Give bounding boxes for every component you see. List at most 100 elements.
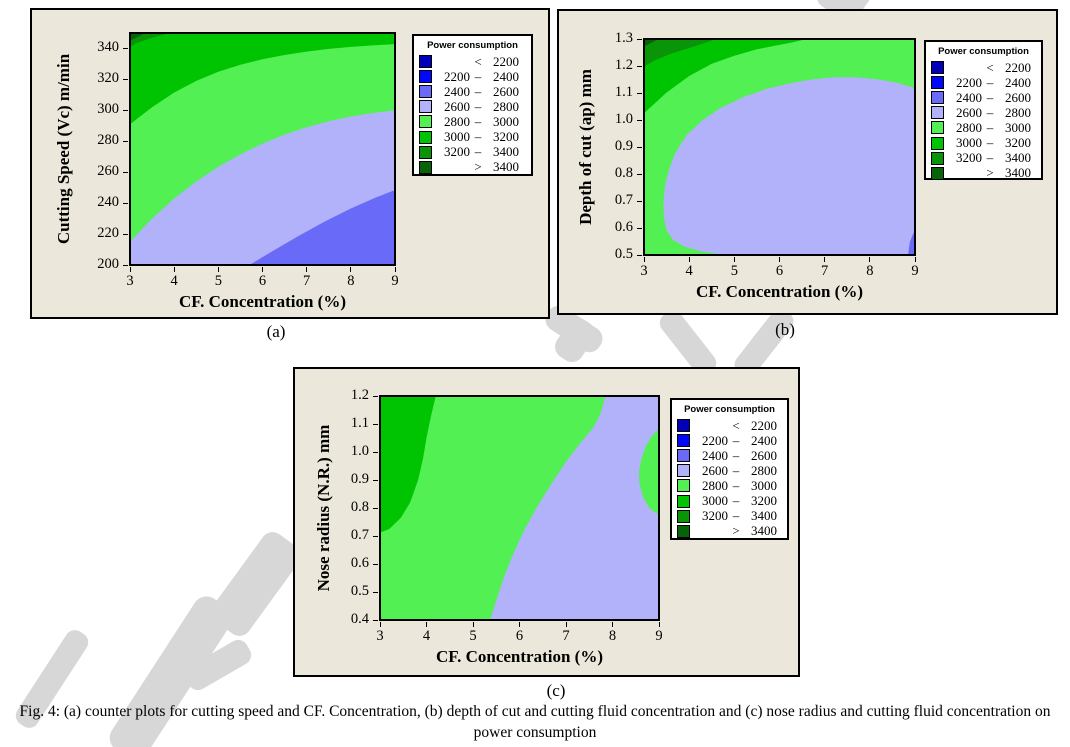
legend-swatch bbox=[419, 115, 432, 129]
y-tick bbox=[637, 254, 642, 256]
y-tick-label: 300 bbox=[97, 101, 119, 118]
legend-range-op: – bbox=[986, 150, 994, 166]
legend-range-high: 3400 bbox=[751, 523, 777, 539]
panel-c: 3 4 5 6 7 8 9 0.4 0.5 0.6 0.7 0.8 0.9 1.0 1.1 1.2 CF. Co… bbox=[293, 367, 800, 677]
legend-range-op: – bbox=[474, 83, 482, 99]
subfigure-label-a: (a) bbox=[266, 322, 286, 341]
legend-range-op: < bbox=[732, 417, 740, 433]
y-tick bbox=[637, 119, 642, 121]
band-b-3200-3400 bbox=[644, 39, 717, 67]
x-tick bbox=[519, 622, 520, 627]
x-tick bbox=[379, 622, 381, 627]
legend-row: 2400–2600 bbox=[931, 90, 1036, 105]
contour-plot-a bbox=[129, 32, 396, 266]
y-tick-label: 240 bbox=[97, 194, 119, 211]
y-tick bbox=[373, 563, 378, 565]
band-a-3200-3400 bbox=[130, 33, 170, 47]
y-tick bbox=[373, 619, 378, 621]
legend-row: 3200–3400 bbox=[677, 508, 782, 524]
legend-range-op: – bbox=[986, 74, 994, 90]
legend-row: 3000–3200 bbox=[419, 129, 526, 144]
legend-range-high: 2200 bbox=[493, 53, 519, 69]
legend-range-high: 3200 bbox=[751, 493, 777, 509]
x-tick-label: 7 bbox=[303, 273, 311, 289]
legend-swatch bbox=[419, 70, 432, 84]
legend-row: 3200–3400 bbox=[931, 150, 1036, 166]
legend-range-op: – bbox=[474, 129, 482, 145]
legend-swatch bbox=[419, 160, 432, 174]
legend-range-high: 3000 bbox=[493, 113, 519, 129]
legend-range-op: > bbox=[474, 159, 482, 175]
legend-range-high: 3000 bbox=[751, 477, 777, 493]
legend-range-low: 2600 bbox=[702, 462, 728, 478]
legend-range-op: – bbox=[474, 113, 482, 129]
x-tick-label: 3 bbox=[640, 263, 648, 279]
x-tick-label: 3 bbox=[376, 628, 384, 644]
legend-c: Power consumption <2200 2200–2400 2400–2600… bbox=[670, 398, 789, 540]
y-tick bbox=[123, 202, 128, 204]
y-tick bbox=[373, 395, 378, 397]
legend-range-low: 2800 bbox=[956, 119, 982, 135]
y-tick-label: 0.6 bbox=[350, 555, 369, 571]
legend-range-op: – bbox=[732, 477, 740, 493]
legend-range-high: 2800 bbox=[1005, 104, 1031, 120]
x-tick-label: 6 bbox=[515, 628, 524, 644]
y-tick-label: 320 bbox=[97, 70, 119, 87]
legend-row: >3400 bbox=[677, 523, 782, 539]
x-tick-label: 9 bbox=[655, 628, 663, 644]
y-tick-label: 0.5 bbox=[350, 583, 369, 599]
legend-row: 2800–3000 bbox=[931, 120, 1036, 135]
y-tick-label: 0.8 bbox=[614, 165, 633, 181]
x-tick bbox=[129, 267, 131, 272]
x-tick-label: 5 bbox=[730, 263, 738, 279]
legend-swatch bbox=[931, 106, 944, 120]
x-tick-label: 9 bbox=[391, 273, 399, 289]
y-tick bbox=[123, 109, 128, 111]
legend-title: Power consumption bbox=[938, 46, 1029, 57]
x-tick-label: 5 bbox=[214, 273, 222, 289]
legend-range-high: 3400 bbox=[493, 144, 519, 160]
y-tick bbox=[637, 173, 642, 175]
legend-row: 2400–2600 bbox=[419, 84, 526, 99]
legend-range-op: – bbox=[732, 432, 740, 448]
y-tick bbox=[637, 38, 642, 40]
y-tick-label: 0.7 bbox=[614, 192, 633, 208]
y-axis-label: Nose radius (N.R.) mm bbox=[314, 424, 333, 592]
band-c-3000-3200 bbox=[380, 396, 436, 533]
legend-range-low: 2800 bbox=[702, 477, 728, 493]
x-tick bbox=[688, 257, 690, 262]
legend-range-high: 2200 bbox=[751, 417, 777, 433]
x-tick bbox=[262, 267, 263, 272]
legend-swatch bbox=[419, 100, 432, 114]
band-a->3400 bbox=[130, 33, 146, 41]
x-tick-label: 8 bbox=[347, 273, 355, 289]
legend-swatch bbox=[931, 166, 944, 180]
legend-swatch bbox=[931, 76, 944, 90]
y-tick bbox=[373, 591, 378, 593]
contour-plot-b bbox=[643, 38, 916, 256]
legend-row: 3000–3200 bbox=[677, 493, 782, 508]
legend-range-op: – bbox=[474, 98, 482, 114]
y-tick-label: 280 bbox=[97, 132, 119, 149]
x-tick bbox=[173, 267, 175, 272]
legend-range-op: – bbox=[986, 104, 994, 120]
x-tick-label: 9 bbox=[911, 263, 919, 279]
legend-range-low: 2200 bbox=[702, 432, 728, 448]
y-tick-label: 0.7 bbox=[350, 527, 369, 543]
legend-swatch bbox=[931, 91, 944, 105]
legend-range-low: 2800 bbox=[444, 113, 470, 129]
x-tick-label: 4 bbox=[685, 263, 693, 279]
legend-range-op: – bbox=[732, 508, 740, 524]
y-tick bbox=[637, 65, 642, 67]
legend-range-low: 2400 bbox=[702, 447, 728, 463]
y-tick bbox=[123, 233, 128, 235]
y-tick-label: 0.8 bbox=[350, 499, 369, 515]
legend-swatch bbox=[677, 524, 690, 538]
x-tick-label: 8 bbox=[866, 263, 874, 279]
legend-swatch bbox=[931, 61, 944, 75]
y-tick bbox=[637, 227, 642, 229]
x-tick-label: 7 bbox=[821, 263, 829, 279]
legend-swatch bbox=[677, 419, 690, 433]
legend-row: <2200 bbox=[677, 418, 782, 433]
